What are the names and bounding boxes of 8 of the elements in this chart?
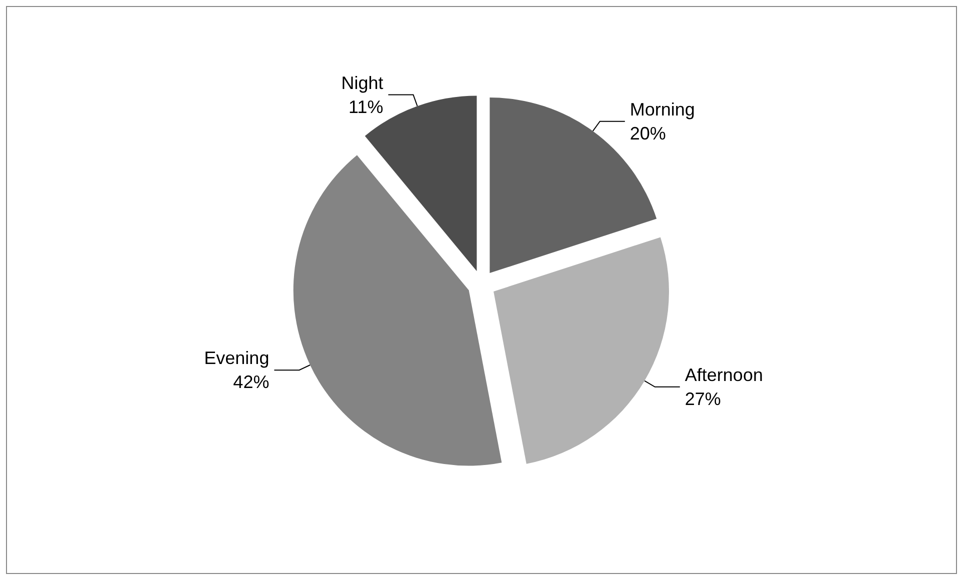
- data-label: 20%: [630, 123, 666, 144]
- slice-label: Evening: [204, 348, 270, 368]
- slice-label: Morning: [630, 99, 695, 120]
- data-label: 11%: [348, 96, 384, 117]
- data-label: 27%: [684, 388, 721, 409]
- data-label: 42%: [233, 372, 270, 392]
- slice-label: Night: [341, 72, 384, 93]
- slice-label: Afternoon: [684, 364, 763, 385]
